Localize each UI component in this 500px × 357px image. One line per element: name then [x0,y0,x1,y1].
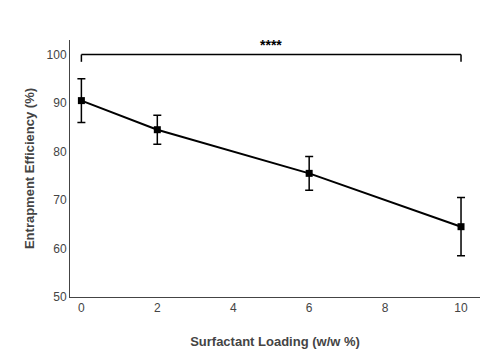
svg-text:****: **** [260,37,282,53]
svg-text:80: 80 [53,145,67,159]
svg-text:90: 90 [53,96,67,110]
svg-text:10: 10 [454,301,468,315]
svg-text:50: 50 [53,290,67,304]
svg-text:4: 4 [230,301,237,315]
svg-text:60: 60 [53,242,67,256]
svg-text:Surfactant Loading (w/w %): Surfactant Loading (w/w %) [190,334,360,349]
svg-text:8: 8 [382,301,389,315]
svg-text:Entrapment Efficiency (%): Entrapment Efficiency (%) [22,88,37,249]
svg-text:2: 2 [154,301,161,315]
svg-text:0: 0 [78,301,85,315]
svg-text:70: 70 [53,193,67,207]
svg-text:100: 100 [47,48,67,62]
svg-text:6: 6 [306,301,313,315]
